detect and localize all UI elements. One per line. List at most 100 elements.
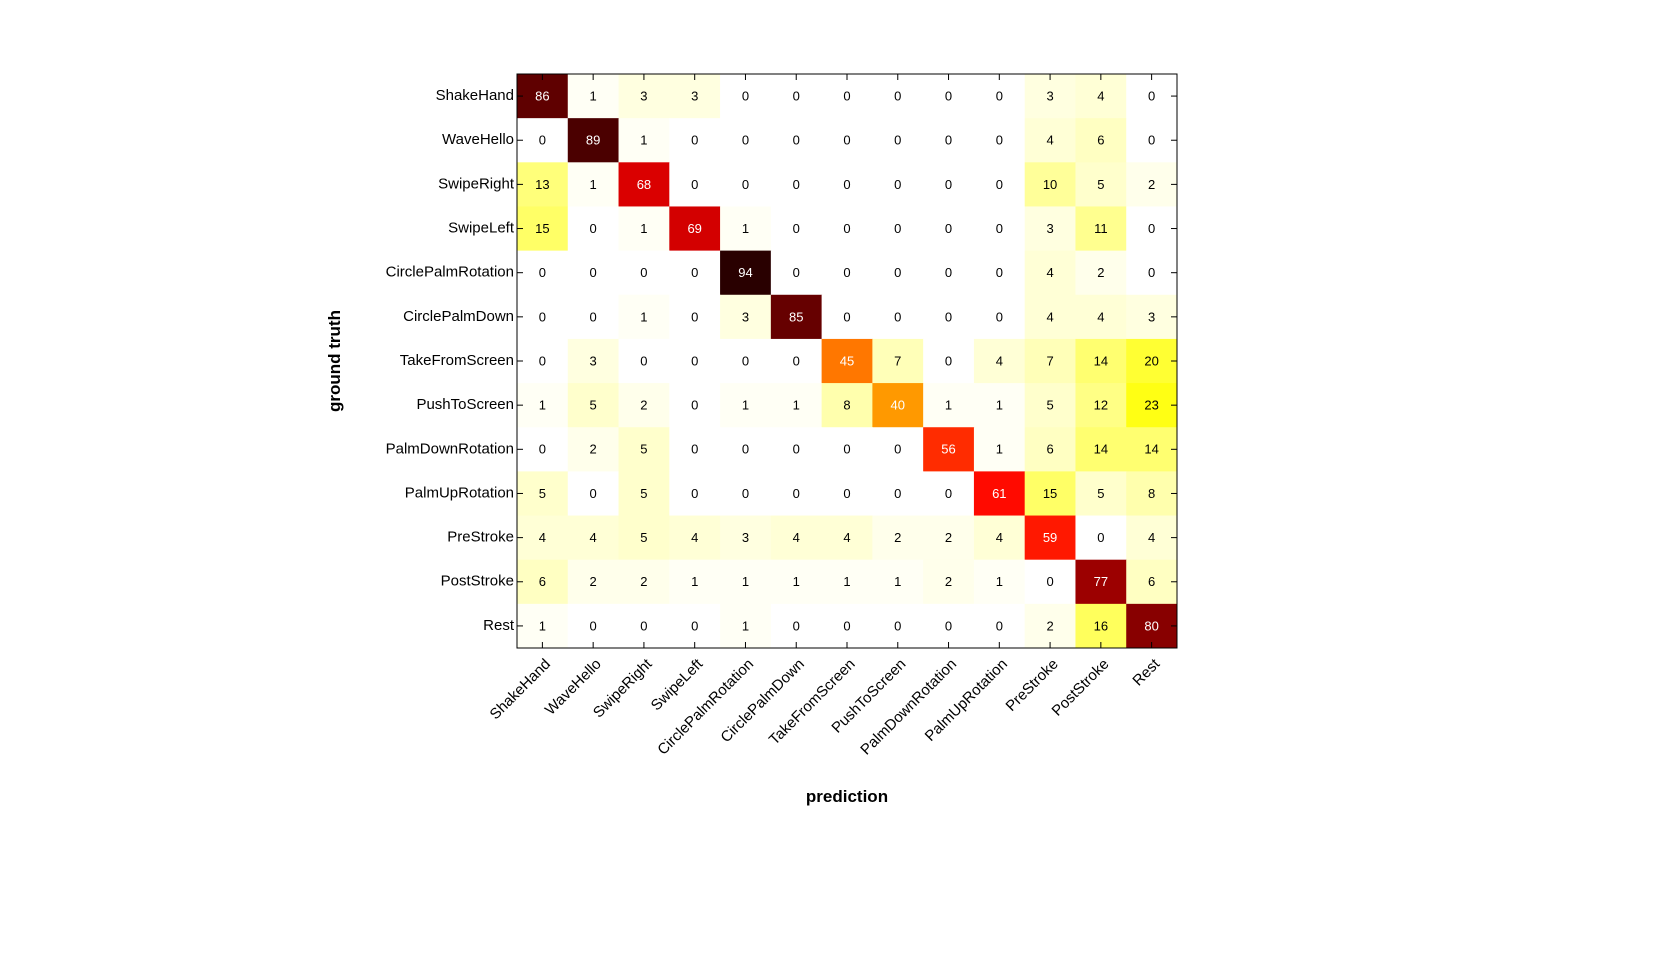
cell-value-label: 0 [590,265,597,280]
cell-value-label: 0 [894,265,901,280]
heatmap-cell [1075,471,1127,517]
heatmap-cell [618,206,670,252]
cell-value-label: 45 [840,353,854,368]
cell-value-label: 0 [590,221,597,236]
y-tick-label: SwipeLeft [448,220,515,237]
cell-value-label: 1 [996,574,1003,589]
heatmap-cell [1075,162,1127,207]
heatmap-cell [973,515,1026,561]
cell-value-label: 3 [640,89,647,104]
y-tick-label: SwipeRight [438,175,515,192]
cell-value-label: 0 [843,221,850,236]
heatmap-cell [821,118,873,163]
cell-value-label: 0 [843,177,850,192]
y-tick-labels: ShakeHand WaveHello SwipeRight SwipeLeft Cir… [386,87,515,634]
heatmap-cell [1126,383,1178,428]
heatmap-cell [973,427,1026,472]
heatmap-cell [1024,603,1076,649]
cell-value-label: 6 [1148,574,1155,589]
cell-value-label: 13 [535,177,549,192]
cell-value-label: 8 [1148,486,1155,501]
cell-value-label: 85 [789,309,803,324]
cell-value-label: 0 [894,89,901,104]
cell-value-label: 0 [742,177,749,192]
heatmap-cell [517,250,569,296]
y-axis-title: ground truth [325,310,344,412]
cell-value-label: 4 [996,530,1003,545]
cell-value-label: 0 [742,353,749,368]
cell-value-label: 0 [691,133,698,148]
cell-value-label: 77 [1094,574,1108,589]
cell-value-label: 1 [996,442,1003,457]
heatmap-cell [618,162,670,207]
heatmap-cell [567,515,620,561]
heatmap-cell [567,250,620,296]
heatmap-cell [1024,515,1076,561]
heatmap-cell [770,118,823,163]
cell-value-label: 0 [894,133,901,148]
heatmap-cell [1024,471,1076,517]
cell-value-label: 68 [637,177,651,192]
heatmap-cell [872,118,924,163]
cell-value-label: 0 [590,618,597,633]
heatmap-cell [1126,515,1178,561]
cell-value-label: 89 [586,133,600,148]
heatmap-cell [923,559,975,605]
heatmap-cell [669,515,721,561]
cell-value-label: 0 [894,486,901,501]
cell-value-label: 12 [1094,398,1108,413]
cell-value-label: 0 [793,89,800,104]
cell-value-label: 0 [691,486,698,501]
cell-value-label: 1 [793,398,800,413]
cell-value-label: 0 [945,353,952,368]
cell-value-label: 0 [843,133,850,148]
cell-value-label: 1 [742,398,749,413]
cell-value-label: 0 [539,442,546,457]
heatmap-cell [821,427,873,472]
cell-value-label: 0 [793,133,800,148]
cell-value-label: 0 [590,486,597,501]
cell-value-label: 0 [945,89,952,104]
cell-value-label: 4 [793,530,800,545]
heatmap-cell [923,427,975,472]
heatmap-cell [973,471,1026,517]
heatmap-cell [821,338,873,384]
heatmap-cell [923,206,975,252]
heatmap-cell [1075,603,1127,649]
cell-value-label: 1 [590,177,597,192]
heatmap-cell [517,383,569,428]
heatmap-cell [1024,118,1076,163]
cell-value-label: 0 [793,353,800,368]
cell-value-label: 0 [691,177,698,192]
heatmap-cell [973,383,1026,428]
heatmap-cell [1126,471,1178,517]
cell-value-label: 0 [742,89,749,104]
cell-value-label: 0 [996,133,1003,148]
cell-value-label: 0 [691,353,698,368]
heatmap-cell [770,206,823,252]
cell-value-label: 0 [996,618,1003,633]
heatmap-cell [872,383,924,428]
heatmap-cell [973,603,1026,649]
heatmap-cell [618,250,670,296]
heatmap-cell [618,338,670,384]
y-tick-label: PushToScreen [416,396,514,413]
cell-value-label: 3 [590,353,597,368]
cell-value-label: 0 [793,618,800,633]
heatmap-cell [669,603,721,649]
heatmap-cell [1024,250,1076,296]
cell-value-label: 0 [843,442,850,457]
heatmap-cell [567,162,620,207]
cell-value-label: 0 [539,265,546,280]
heatmap-cell [618,74,670,119]
cell-value-label: 1 [843,574,850,589]
heatmap-cells [517,74,1178,649]
cell-value-label: 86 [535,89,549,104]
cell-value-label: 0 [1148,265,1155,280]
cell-value-label: 5 [1097,177,1104,192]
heatmap-cell [770,603,823,649]
heatmap-cell [923,294,975,340]
x-tick-labels: ShakeHandWaveHelloSwipeRightSwipeLeftCir… [487,655,1164,758]
heatmap-cell [669,294,721,340]
heatmap-cell [720,206,772,252]
